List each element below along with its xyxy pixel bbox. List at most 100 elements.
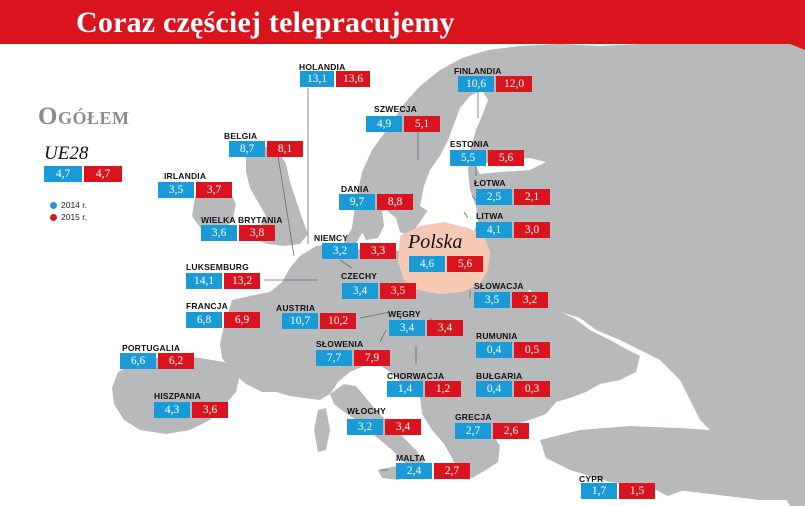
header: Coraz częściej telepracujemy [0, 0, 805, 50]
value-2014-irlandia: 3,5 [158, 182, 194, 198]
country-label-irlandia: Irlandia [164, 171, 207, 181]
value-2014-slowenia: 7,7 [316, 350, 352, 366]
country-label-bulgaria: Bułgaria [476, 371, 523, 381]
value-2015-dania: 8,8 [377, 194, 413, 210]
value-2015-grecja: 2,6 [493, 423, 529, 439]
value-2014-litwa: 4,1 [476, 222, 512, 238]
country-label-wegry: Węgry [388, 309, 421, 319]
legend-item-2015: 2015 r. [50, 212, 87, 222]
value-2015-holandia: 13,6 [336, 71, 370, 87]
legend-dot-2015 [50, 213, 57, 221]
value-2015-portugalia: 6,2 [158, 353, 194, 369]
value-2015-rumunia: 0,5 [514, 342, 550, 358]
country-label-niemcy: Niemcy [314, 233, 349, 243]
value-2014-bulgaria: 0,4 [476, 381, 512, 397]
turkey-shape [540, 426, 805, 500]
value-2015-malta: 2,7 [434, 463, 470, 479]
leader-niemcy [339, 259, 353, 269]
country-label-litwa: Litwa [476, 211, 504, 221]
value-2014-grecja: 2,7 [455, 423, 491, 439]
country-label-lotwa: Łotwa [474, 178, 506, 188]
country-label-wlochy: Włochy [347, 406, 386, 416]
country-label-chorwacja: Chorwacja [387, 371, 445, 381]
eu-label: UE28 [44, 143, 89, 164]
country-label-slowenia: Słowenia [316, 339, 364, 349]
value-2014-chorwacja: 1,4 [387, 381, 423, 397]
value-2014-austria: 10,7 [282, 313, 318, 329]
value-2014-holandia: 13,1 [300, 71, 334, 87]
value-2015-francja: 6,9 [224, 312, 260, 328]
value-2014-niemcy: 3,2 [322, 243, 358, 259]
legend-label-2014: 2014 r. [61, 200, 87, 210]
value-2014-wielka-brytania: 3,6 [201, 225, 237, 241]
page-title: Coraz częściej telepracujemy [76, 6, 455, 39]
country-label-austria: Austria [276, 303, 316, 313]
leader-lotwa [471, 195, 477, 201]
poland-label: Polska [408, 231, 463, 253]
value-2014-rumunia: 0,4 [476, 342, 512, 358]
value-2015-irlandia: 3,7 [196, 182, 232, 198]
eu-value-2015: 4,7 [84, 166, 122, 182]
country-label-hiszpania: Hiszpania [154, 391, 201, 401]
legend-item-2014: 2014 r. [50, 200, 87, 210]
leader-austria [359, 311, 391, 319]
value-2015-cypr: 1,5 [619, 483, 655, 499]
country-label-wielka-brytania: Wielka Brytania [201, 215, 283, 225]
value-2014-malta: 2,4 [396, 463, 432, 479]
country-label-slowacja: Słowacja [474, 281, 524, 291]
value-2014-cypr: 1,7 [581, 483, 617, 499]
legend-label-2015: 2015 r. [61, 212, 87, 222]
value-2015-polska: 5,6 [447, 256, 483, 272]
country-label-malta: Malta [396, 453, 426, 463]
value-2015-chorwacja: 1,2 [425, 381, 461, 397]
country-label-holandia: Holandia [299, 62, 346, 72]
country-label-cypr: Cypr [579, 474, 604, 484]
leader-lines [264, 88, 479, 471]
cyprus-shape [652, 484, 684, 496]
value-2015-finlandia: 12,0 [496, 76, 532, 92]
country-label-szwecja: Szwecja [374, 104, 417, 114]
value-2014-polska: 4,6 [409, 256, 445, 272]
value-2015-slowacja: 3,2 [512, 292, 548, 308]
value-2015-szwecja: 5,1 [404, 116, 440, 132]
value-2015-belgia: 8,1 [267, 141, 303, 157]
value-2014-wlochy: 3,2 [347, 419, 383, 435]
subtitle: Ogółem [38, 103, 130, 130]
value-2015-hiszpania: 3,6 [192, 402, 228, 418]
country-label-finlandia: Finlandia [454, 66, 502, 76]
value-2015-estonia: 5,6 [488, 150, 524, 166]
leader-belgia [277, 155, 295, 257]
value-2014-dania: 9,7 [339, 194, 375, 210]
value-2014-estonia: 5,5 [450, 150, 486, 166]
country-label-luksemburg: Luksemburg [186, 262, 249, 272]
value-2015-slowenia: 7,9 [354, 350, 390, 366]
value-2014-slowacja: 3,5 [474, 292, 510, 308]
value-2014-belgia: 8,7 [229, 141, 265, 157]
value-2014-szwecja: 4,9 [366, 116, 402, 132]
value-2014-portugalia: 6,6 [120, 353, 156, 369]
value-2014-czechy: 3,4 [342, 283, 378, 299]
value-2015-litwa: 3,0 [514, 222, 550, 238]
value-2015-niemcy: 3,3 [360, 243, 396, 259]
legend-dot-2014 [50, 201, 57, 209]
country-label-portugalia: Portugalia [122, 343, 181, 353]
country-label-rumunia: Rumunia [476, 331, 518, 341]
value-2015-lotwa: 2,1 [514, 189, 550, 205]
country-label-francja: Francja [186, 301, 229, 311]
value-2015-bulgaria: 0,3 [514, 381, 550, 397]
leader-litwa [463, 211, 469, 219]
country-label-dania: Dania [341, 184, 369, 194]
value-2014-luksemburg: 14,1 [186, 273, 222, 289]
value-2014-hiszpania: 4,3 [154, 402, 190, 418]
value-2015-luksemburg: 13,2 [224, 273, 260, 289]
value-2014-finlandia: 10,6 [458, 76, 494, 92]
leader-slowenia [379, 329, 387, 343]
value-2014-lotwa: 2,5 [476, 189, 512, 205]
value-2015-wlochy: 3,4 [385, 419, 421, 435]
country-label-estonia: Estonia [450, 139, 490, 149]
sardinia-shape [314, 408, 330, 452]
value-2014-wegry: 3,4 [389, 320, 425, 336]
value-2015-wielka-brytania: 3,8 [239, 225, 275, 241]
value-2015-wegry: 3,4 [427, 320, 463, 336]
